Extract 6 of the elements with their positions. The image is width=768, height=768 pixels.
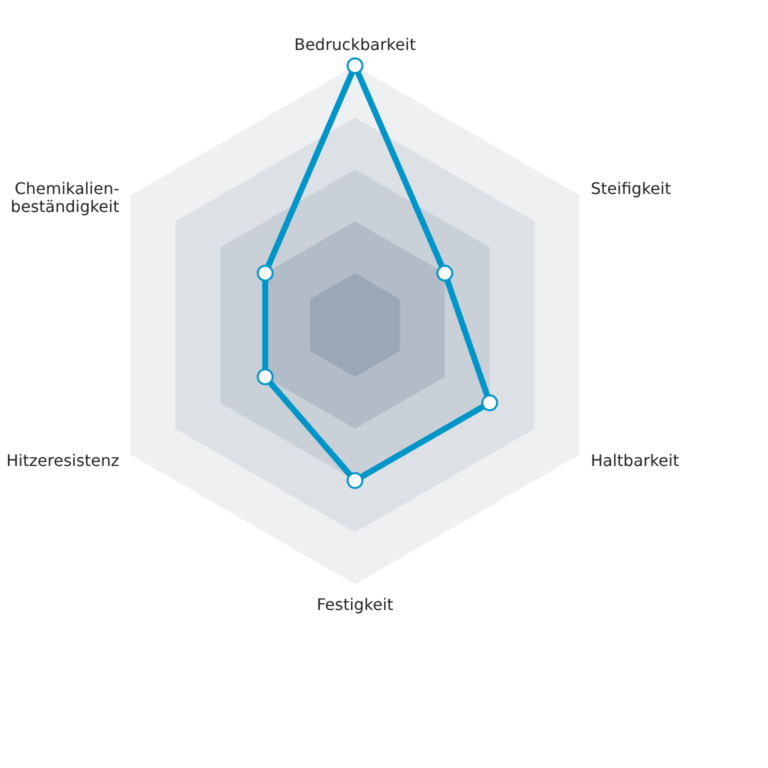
spoke-label: Hitzeresistenz [6,451,120,470]
spoke-label: Chemikalien- beständigkeit [10,178,120,216]
spoke-label: Bedruckbarkeit [294,34,416,54]
spoke-label: Festigkeit [316,595,394,614]
spoke-label: Steifigkeit [590,178,671,198]
spoke-label: Haltbarkeit [590,451,680,470]
